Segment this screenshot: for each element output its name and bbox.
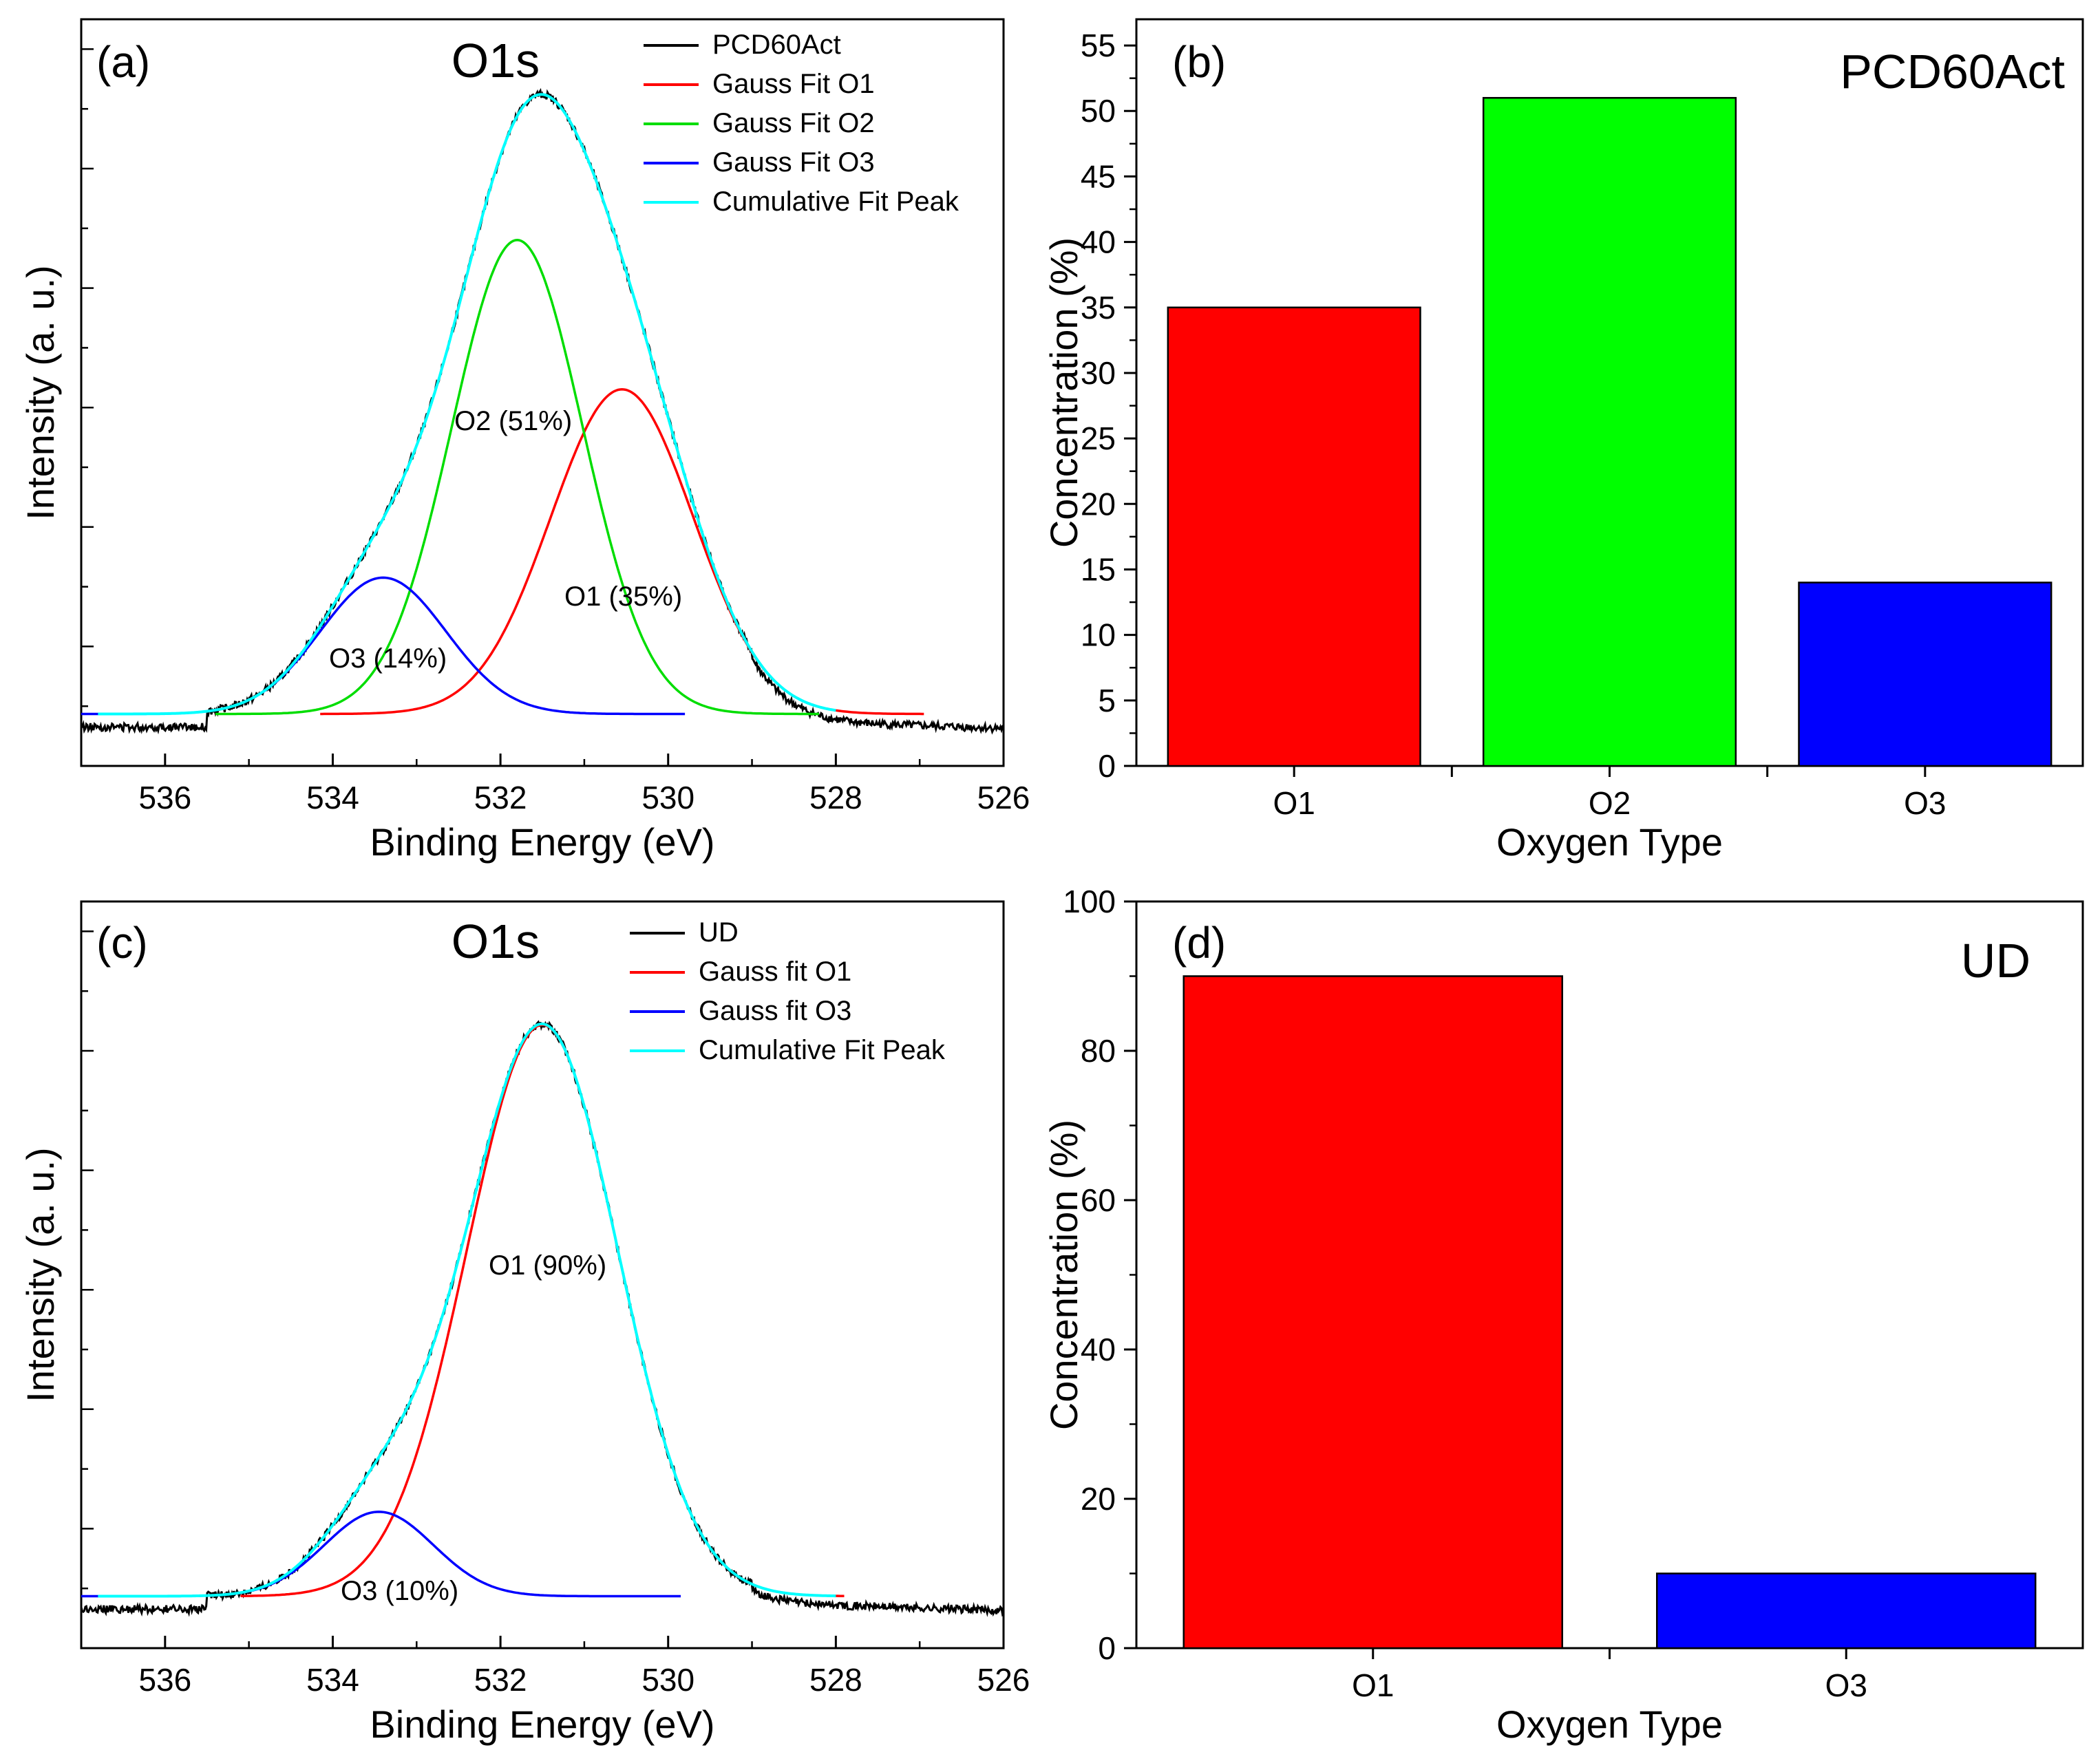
y-tick-label: 20 bbox=[1081, 486, 1116, 522]
y-tick-label: 45 bbox=[1081, 158, 1116, 194]
panel-2: 536 534 532 530 528 526 Binding Energy (eV) Int… bbox=[19, 900, 1030, 1746]
panel-label: (c) bbox=[96, 918, 148, 968]
peak-annotation: O3 (10%) bbox=[341, 1576, 458, 1606]
panel-1: 0 5 10 15 20 25 30 35 40 45 50 55 O1 O2 O3 Oxygen Type C… bbox=[1042, 18, 2084, 864]
x-tick-label: 534 bbox=[306, 1662, 359, 1698]
y-tick-label: 35 bbox=[1081, 290, 1116, 325]
panel-3: 0 20 40 60 80 100 O1 O3 Oxygen Type Concentration… bbox=[1042, 884, 2084, 1746]
y-tick-label: 80 bbox=[1081, 1033, 1116, 1069]
legend-label: UD bbox=[699, 917, 739, 948]
legend-label: Gauss fit O3 bbox=[699, 996, 851, 1026]
y-tick-label: 5 bbox=[1098, 683, 1116, 718]
x-tick-label: O1 bbox=[1352, 1667, 1394, 1703]
series-line-cumulative bbox=[98, 93, 836, 716]
legend-label: Cumulative Fit Peak bbox=[699, 1035, 946, 1065]
y-tick-label: 20 bbox=[1081, 1481, 1116, 1517]
x-tick-label: 526 bbox=[977, 1662, 1030, 1698]
x-tick-label: O3 bbox=[1825, 1667, 1867, 1703]
x-axis-title: Binding Energy (eV) bbox=[370, 820, 714, 864]
y-tick-label: 40 bbox=[1081, 1332, 1116, 1367]
series-line-Gauss Fit O2 bbox=[215, 239, 819, 716]
series-line-cumulative bbox=[98, 1022, 836, 1598]
series-line-UD bbox=[81, 1020, 1004, 1617]
bar-O1 bbox=[1167, 306, 1421, 767]
sample-title: PCD60Act bbox=[1840, 45, 2065, 98]
sample-title: UD bbox=[1961, 934, 2030, 988]
legend-label: PCD60Act bbox=[712, 30, 841, 60]
x-tick-label: 532 bbox=[474, 1662, 527, 1698]
y-axis-title: Intensity (a. u.) bbox=[19, 265, 62, 520]
bar-O3 bbox=[1798, 581, 2053, 767]
legend-label: Gauss Fit O2 bbox=[712, 108, 875, 138]
x-tick-label: O3 bbox=[1904, 785, 1946, 821]
x-tick-label: 534 bbox=[306, 780, 359, 815]
x-tick-label: 526 bbox=[977, 780, 1030, 815]
series-line-Gauss fit O1 bbox=[240, 1023, 845, 1597]
spectrum-title: O1s bbox=[452, 34, 540, 87]
y-axis-title: Concentration (%) bbox=[1042, 237, 1085, 548]
y-tick-label: 15 bbox=[1081, 551, 1116, 587]
x-tick-label: 536 bbox=[138, 780, 191, 815]
y-tick-label: 0 bbox=[1098, 1630, 1116, 1666]
x-axis-title: Binding Energy (eV) bbox=[370, 1703, 714, 1746]
spectrum-title: O1s bbox=[452, 915, 540, 968]
peak-annotation: O3 (14%) bbox=[329, 643, 447, 674]
plot-frame-2 bbox=[80, 900, 1005, 1650]
plot-frame-0 bbox=[80, 18, 1005, 767]
y-axis-title: Intensity (a. u.) bbox=[19, 1147, 62, 1402]
plot-area bbox=[81, 87, 1004, 735]
bar-O1 bbox=[1182, 975, 1563, 1650]
x-tick-label: 536 bbox=[138, 1662, 191, 1698]
legend-label: Gauss Fit O3 bbox=[712, 147, 875, 178]
legend-label: Gauss fit O1 bbox=[699, 957, 851, 987]
x-tick-label: 528 bbox=[809, 780, 862, 815]
plot-area bbox=[81, 1020, 1004, 1617]
y-tick-label: 100 bbox=[1063, 884, 1116, 919]
y-axis-title: Concentration (%) bbox=[1042, 1120, 1085, 1430]
y-tick-label: 25 bbox=[1081, 420, 1116, 456]
legend-label: Gauss Fit O1 bbox=[712, 69, 875, 99]
peak-annotation: O1 (35%) bbox=[564, 581, 682, 612]
y-tick-label: 10 bbox=[1081, 617, 1116, 653]
x-tick-label: 528 bbox=[809, 1662, 862, 1698]
panel-0: 536 534 532 530 528 526 Binding Energy (eV) Int… bbox=[19, 18, 1030, 864]
x-tick-label: O2 bbox=[1589, 785, 1631, 821]
peak-annotation: O1 (90%) bbox=[489, 1250, 606, 1281]
peak-annotation: O2 (51%) bbox=[454, 406, 572, 436]
panel-label: (d) bbox=[1172, 918, 1226, 968]
y-tick-label: 30 bbox=[1081, 355, 1116, 391]
x-axis-title: Oxygen Type bbox=[1496, 1703, 1723, 1746]
bar-O3 bbox=[1656, 1572, 2037, 1650]
panel-label: (b) bbox=[1172, 37, 1226, 87]
x-tick-label: O1 bbox=[1273, 785, 1315, 821]
y-tick-label: 0 bbox=[1098, 748, 1116, 784]
bar-O2 bbox=[1482, 96, 1737, 767]
x-tick-label: 530 bbox=[641, 1662, 694, 1698]
y-tick-label: 50 bbox=[1081, 93, 1116, 129]
x-tick-label: 532 bbox=[474, 780, 527, 815]
y-tick-label: 60 bbox=[1081, 1182, 1116, 1218]
x-axis-title: Oxygen Type bbox=[1496, 820, 1723, 864]
x-tick-label: 530 bbox=[641, 780, 694, 815]
y-tick-label: 40 bbox=[1081, 224, 1116, 260]
panel-label: (a) bbox=[96, 37, 150, 87]
legend-label: Cumulative Fit Peak bbox=[712, 186, 959, 217]
y-tick-label: 55 bbox=[1081, 28, 1116, 63]
